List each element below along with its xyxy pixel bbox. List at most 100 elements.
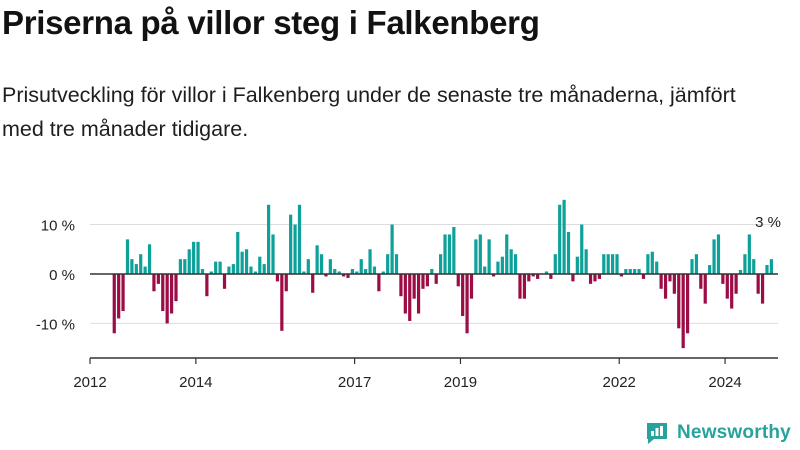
y-tick-label: 10 % xyxy=(41,218,75,235)
bar xyxy=(553,254,557,274)
bar xyxy=(584,249,588,274)
bar xyxy=(478,234,482,274)
bar xyxy=(712,239,716,274)
bar xyxy=(125,239,130,274)
bar xyxy=(690,259,694,274)
bar xyxy=(536,273,540,279)
bar xyxy=(641,273,646,279)
bar xyxy=(359,259,363,274)
bar xyxy=(447,234,452,274)
bar xyxy=(183,259,187,274)
bar xyxy=(236,231,240,274)
bar xyxy=(399,273,403,297)
bar xyxy=(368,249,372,274)
bar xyxy=(253,271,257,274)
bar xyxy=(249,266,253,274)
bar xyxy=(765,265,769,274)
bar xyxy=(659,273,663,289)
bar xyxy=(408,273,412,321)
bar xyxy=(390,224,394,274)
bar xyxy=(381,271,385,274)
bar xyxy=(121,273,125,312)
bar xyxy=(588,273,593,284)
bar xyxy=(205,273,209,297)
bar xyxy=(681,273,685,349)
grid-lines xyxy=(90,224,778,324)
bar xyxy=(469,273,474,299)
bar xyxy=(434,273,438,284)
bar xyxy=(716,234,721,274)
bar xyxy=(214,261,218,274)
bar xyxy=(280,273,284,331)
bar xyxy=(743,254,747,274)
bar xyxy=(244,249,249,274)
bar xyxy=(302,271,306,274)
bar xyxy=(513,254,518,274)
bar xyxy=(619,273,624,277)
bar xyxy=(386,254,390,274)
bar xyxy=(566,231,571,274)
bar xyxy=(637,269,641,274)
bar xyxy=(655,261,659,274)
bar xyxy=(756,273,760,294)
bar xyxy=(633,269,637,274)
bar xyxy=(483,266,487,274)
bar xyxy=(549,273,553,279)
bar xyxy=(218,261,222,274)
bar xyxy=(174,273,178,302)
bar xyxy=(522,273,527,299)
x-tick-label: 2024 xyxy=(708,374,741,391)
bar xyxy=(262,264,266,274)
bar xyxy=(672,273,676,294)
bar xyxy=(646,254,650,274)
bar xyxy=(430,269,434,274)
bar xyxy=(456,273,460,287)
chart-title: Priserna på villor steg i Falkenberg xyxy=(2,4,540,41)
x-tick-label: 2017 xyxy=(338,374,371,391)
bar xyxy=(156,273,160,284)
bar xyxy=(677,273,681,329)
bar xyxy=(165,273,169,324)
bar xyxy=(227,266,231,274)
x-tick-label: 2012 xyxy=(73,374,106,391)
bar xyxy=(152,273,156,292)
bar xyxy=(734,273,738,294)
bar xyxy=(531,273,535,277)
bar xyxy=(562,199,566,274)
bar xyxy=(267,204,271,274)
bar xyxy=(725,273,729,299)
bar xyxy=(240,251,244,274)
bar xyxy=(147,244,152,274)
bar xyxy=(271,234,275,274)
bar xyxy=(297,204,302,274)
bar xyxy=(558,204,562,274)
bar xyxy=(178,259,183,274)
bar xyxy=(699,273,703,289)
bar xyxy=(284,273,288,292)
bar xyxy=(231,264,235,274)
bar xyxy=(571,273,575,282)
bar xyxy=(324,273,328,277)
bar xyxy=(134,264,138,274)
bar xyxy=(461,273,465,316)
bar xyxy=(117,273,121,319)
bar xyxy=(500,256,504,274)
bar xyxy=(443,234,447,274)
bar xyxy=(143,266,147,274)
x-tick-label: 2022 xyxy=(603,374,636,391)
x-tick-label: 2019 xyxy=(444,374,477,391)
bar xyxy=(222,273,227,289)
last-value-label: 3 % xyxy=(755,214,781,231)
newsworthy-logo: Newsworthy xyxy=(644,418,791,448)
bar xyxy=(703,273,707,304)
bar xyxy=(491,273,496,277)
bar xyxy=(130,259,134,274)
bar xyxy=(730,273,734,309)
bar xyxy=(580,224,584,274)
bar xyxy=(769,259,773,274)
bar xyxy=(341,273,346,277)
bar xyxy=(611,254,615,274)
x-tick-label: 2014 xyxy=(179,374,212,391)
bar xyxy=(275,273,280,282)
